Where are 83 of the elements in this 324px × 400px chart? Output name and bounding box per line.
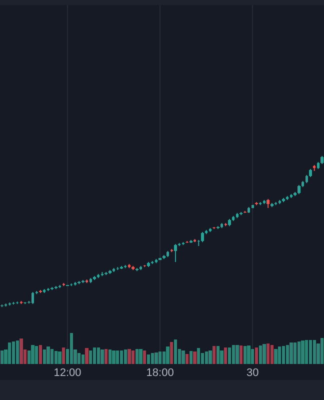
bar — [166, 346, 170, 364]
bar — [104, 348, 108, 364]
bar — [116, 350, 120, 364]
bar — [182, 350, 185, 364]
bar — [262, 344, 266, 364]
bar — [124, 349, 127, 364]
bar — [42, 349, 46, 364]
candlestick — [201, 231, 204, 243]
bar — [135, 348, 139, 364]
bar — [89, 350, 92, 364]
bar — [308, 340, 312, 364]
bar — [31, 344, 34, 364]
bar — [158, 352, 162, 364]
bar — [0, 350, 4, 364]
bar — [112, 350, 116, 364]
bar — [174, 339, 178, 364]
bar — [286, 344, 289, 364]
bar — [239, 345, 243, 364]
bar — [108, 349, 112, 364]
candlestick — [174, 244, 177, 263]
bar — [77, 352, 81, 364]
bar — [220, 350, 224, 364]
bar — [216, 346, 220, 364]
bar — [320, 338, 324, 364]
bar — [50, 348, 54, 364]
x-tick-label: 30 — [246, 367, 259, 379]
bar — [208, 350, 212, 364]
bar — [278, 346, 282, 364]
bar — [58, 352, 62, 364]
x-tick-label: 12:00 — [54, 367, 82, 379]
bar — [258, 345, 262, 364]
bar — [266, 343, 270, 364]
bar — [120, 350, 124, 364]
bar — [301, 340, 304, 364]
bar — [189, 351, 193, 364]
bar — [243, 346, 247, 364]
bar — [282, 346, 286, 364]
bar — [274, 348, 278, 364]
bar — [154, 352, 158, 364]
bar — [293, 342, 297, 364]
bar — [92, 348, 96, 364]
bar — [193, 352, 196, 364]
candlestick — [197, 239, 200, 247]
bar — [146, 354, 150, 364]
bar — [150, 352, 154, 364]
bar — [197, 348, 200, 364]
bar — [312, 340, 316, 364]
bar — [54, 351, 58, 364]
bar — [16, 340, 19, 364]
bar — [143, 350, 146, 364]
bar — [70, 333, 73, 364]
bar — [128, 348, 131, 364]
bar — [247, 345, 250, 364]
bar — [96, 348, 100, 364]
x-tick-label: 18:00 — [146, 367, 174, 379]
bar — [232, 344, 235, 364]
bar — [20, 338, 23, 364]
bar — [212, 346, 216, 364]
bar — [139, 348, 142, 364]
bar — [100, 349, 104, 364]
bar — [81, 354, 85, 364]
bar — [85, 348, 88, 364]
bar — [35, 346, 38, 364]
bar — [38, 344, 42, 364]
candlestick — [298, 184, 300, 195]
bar — [170, 342, 174, 364]
bar — [131, 350, 135, 364]
bar — [290, 342, 293, 364]
bar — [62, 348, 66, 364]
bar — [224, 348, 228, 364]
bar — [270, 344, 274, 364]
bar — [297, 341, 301, 364]
bar — [12, 341, 16, 364]
bar — [305, 340, 308, 364]
bar — [228, 348, 232, 364]
bar — [254, 348, 258, 364]
bar — [185, 354, 189, 364]
bar — [204, 352, 208, 364]
candlestick — [31, 292, 34, 305]
bar — [236, 344, 239, 364]
bar — [8, 342, 12, 364]
bar — [46, 346, 50, 364]
bar — [251, 348, 254, 364]
